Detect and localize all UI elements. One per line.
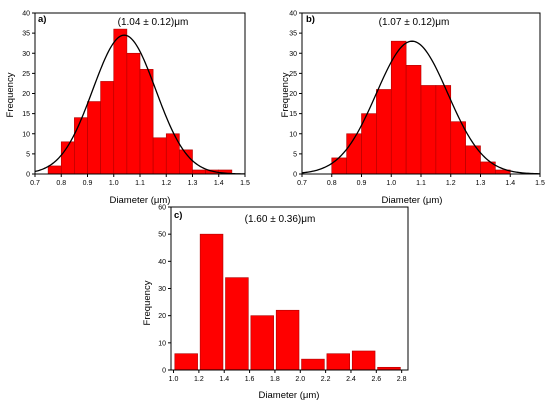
- y-tick-label-a-5: 25: [22, 71, 30, 78]
- y-axis-label-a: Frequency: [5, 72, 16, 117]
- y-tick-label-a-3: 15: [22, 111, 30, 118]
- x-tick-label-c-4: 1.8: [270, 376, 280, 383]
- x-tick-label-c-2: 1.4: [219, 376, 229, 383]
- x-tick-label-a-5: 1.2: [161, 180, 171, 187]
- x-tick-label-b-3: 1.0: [386, 180, 396, 187]
- x-tick-label-c-5: 2.0: [295, 376, 305, 383]
- y-tick-label-a-2: 10: [22, 131, 30, 138]
- y-tick-label-a-4: 20: [22, 91, 30, 98]
- x-tick-label-c-3: 1.6: [245, 376, 255, 383]
- bar-b-7: [435, 85, 452, 175]
- y-tick-label-a-1: 5: [26, 151, 30, 158]
- x-tick-label-b-4: 1.1: [416, 180, 426, 187]
- panel-label-b: b): [306, 14, 315, 25]
- annotation-c: (1.60 ± 0.36)μm: [245, 214, 316, 225]
- y-tick-label-a-7: 35: [22, 31, 30, 38]
- bar-c-5: [301, 358, 325, 371]
- x-tick-label-a-8: 1.5: [240, 180, 250, 187]
- annotation-a: (1.04 ± 0.12)μm: [118, 17, 189, 28]
- y-tick-label-b-5: 25: [289, 71, 297, 78]
- bar-c-0: [174, 353, 198, 371]
- annotation-b: (1.07 ± 0.12)μm: [379, 17, 450, 28]
- bar-b-3: [376, 89, 392, 175]
- y-tick-label-b-7: 35: [289, 31, 297, 38]
- y-tick-label-c-0: 0: [162, 368, 166, 375]
- x-tick-label-b-0: 0.7: [297, 180, 307, 187]
- y-tick-label-b-3: 15: [289, 111, 297, 118]
- bar-a-11: [192, 169, 206, 175]
- histogram-panel-c: c) (1.60 ± 0.36)μm Frequency Diameter (μ…: [142, 205, 409, 401]
- y-tick-label-c-3: 30: [158, 286, 166, 293]
- x-tick-label-b-7: 1.4: [505, 180, 515, 187]
- x-axis-label-a: Diameter (μm): [110, 195, 171, 206]
- bar-a-6: [126, 52, 141, 175]
- bar-a-5: [113, 28, 128, 175]
- bar-a-2: [74, 117, 88, 175]
- bar-b-0: [331, 157, 347, 175]
- x-tick-label-c-0: 1.0: [169, 376, 179, 383]
- bar-c-4: [275, 309, 300, 371]
- panel-label-a: a): [38, 14, 46, 25]
- y-tick-label-a-0: 0: [26, 172, 30, 179]
- histogram-panel-a: a) (1.04 ± 0.12)μm Frequency Diameter (μ…: [5, 11, 250, 207]
- x-tick-label-c-8: 2.6: [371, 376, 381, 383]
- x-tick-label-c-9: 2.8: [397, 376, 407, 383]
- y-tick-label-b-8: 40: [289, 11, 297, 18]
- y-tick-label-c-1: 10: [158, 340, 166, 347]
- x-tick-label-a-4: 1.1: [135, 180, 145, 187]
- x-tick-label-b-5: 1.2: [446, 180, 456, 187]
- x-tick-label-b-1: 0.8: [327, 180, 337, 187]
- x-tick-label-b-6: 1.3: [476, 180, 486, 187]
- y-tick-label-b-6: 30: [289, 51, 297, 58]
- y-axis-label-b: Frequency: [280, 72, 291, 117]
- y-tick-label-b-1: 5: [293, 151, 297, 158]
- bar-c-1: [199, 233, 224, 371]
- bar-a-0: [47, 165, 62, 175]
- x-tick-label-a-7: 1.4: [214, 180, 224, 187]
- bar-a-7: [139, 69, 154, 175]
- y-tick-label-c-5: 50: [158, 232, 166, 239]
- y-tick-label-b-0: 0: [293, 172, 297, 179]
- bar-b-5: [405, 65, 422, 175]
- bar-b-1: [346, 133, 362, 175]
- y-tick-label-c-4: 40: [158, 259, 166, 266]
- y-tick-label-a-6: 30: [22, 51, 30, 58]
- x-axis-label-b: Diameter (μm): [382, 195, 443, 206]
- gaussian-fit-curve-b: [301, 40, 541, 175]
- histogram-panel-b: b) (1.07 ± 0.12)μm Frequency Diameter (μ…: [280, 11, 545, 207]
- panel-label-c: c): [174, 210, 182, 221]
- bar-b-8: [450, 121, 466, 175]
- y-tick-label-b-4: 20: [289, 91, 297, 98]
- y-tick-label-b-2: 10: [289, 131, 297, 138]
- x-tick-label-a-6: 1.3: [188, 180, 198, 187]
- x-tick-label-c-6: 2.2: [321, 376, 331, 383]
- bar-a-3: [87, 101, 101, 175]
- bar-c-6: [326, 353, 351, 371]
- bar-a-8: [152, 137, 167, 175]
- x-tick-label-a-2: 0.9: [83, 180, 93, 187]
- y-tick-label-c-2: 20: [158, 313, 166, 320]
- bar-c-7: [351, 350, 376, 371]
- bar-b-2: [361, 113, 377, 175]
- x-tick-label-b-8: 1.5: [535, 180, 545, 187]
- bar-b-6: [420, 85, 437, 175]
- y-tick-label-c-6: 60: [158, 205, 166, 212]
- y-tick-label-a-8: 40: [22, 11, 30, 18]
- bar-a-4: [100, 81, 115, 175]
- x-tick-label-c-1: 1.2: [194, 376, 204, 383]
- bar-c-2: [225, 277, 249, 371]
- x-tick-label-a-0: 0.7: [30, 180, 40, 187]
- bar-c-3: [250, 315, 274, 371]
- y-axis-label-c: Frequency: [142, 280, 153, 325]
- x-tick-label-a-1: 0.8: [56, 180, 66, 187]
- x-tick-label-a-3: 1.0: [109, 180, 119, 187]
- gaussian-fit-curve-a: [34, 34, 246, 175]
- x-axis-label-c: Diameter (μm): [259, 390, 320, 401]
- x-tick-label-c-7: 2.4: [346, 376, 356, 383]
- x-tick-label-b-2: 0.9: [357, 180, 367, 187]
- bar-b-4: [390, 40, 407, 175]
